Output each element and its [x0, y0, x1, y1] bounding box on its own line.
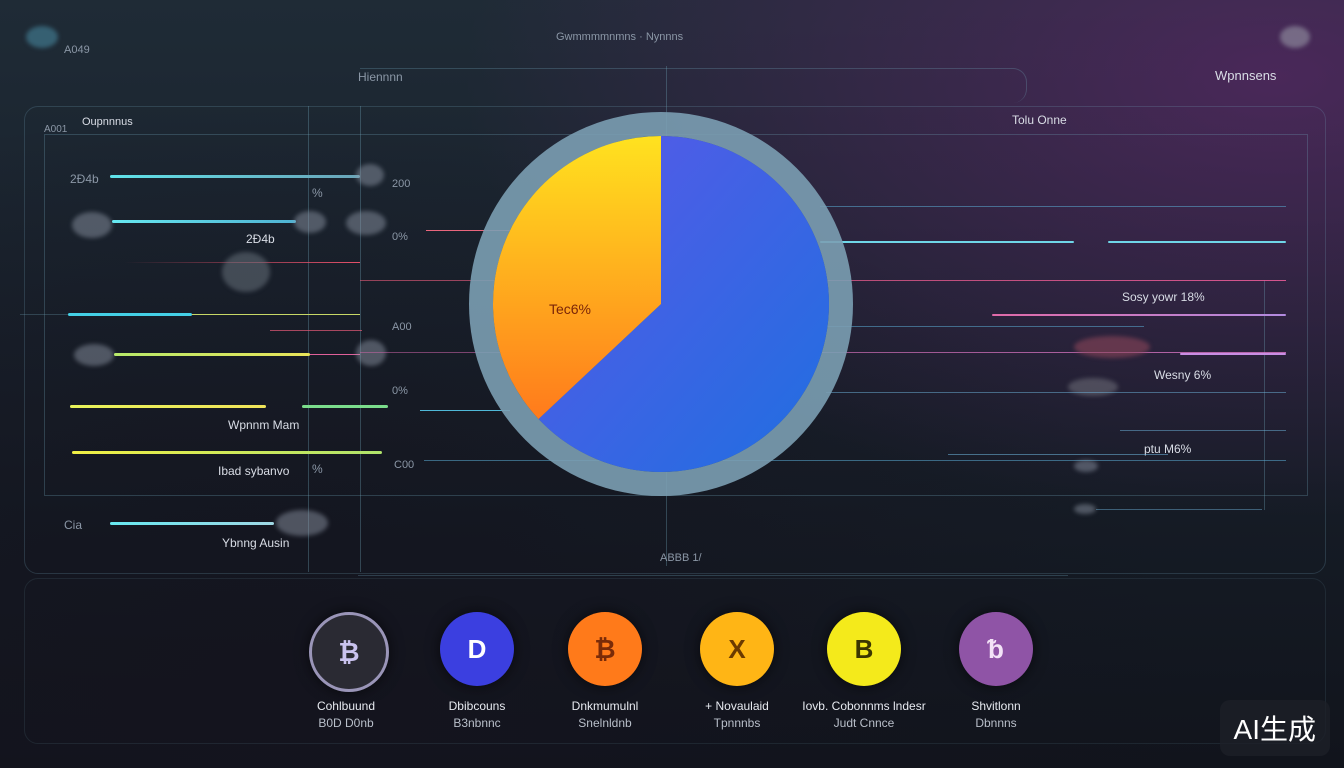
right-line-1	[820, 206, 1286, 207]
menu-icon[interactable]	[26, 26, 58, 48]
panel-right-title: Tolu Onne	[1012, 113, 1067, 127]
right-bar-4	[1180, 353, 1286, 355]
right-line-6	[1096, 509, 1262, 510]
row-label-6: Cia	[64, 518, 83, 532]
row-label-3: Wpnnm Mam	[228, 418, 300, 432]
header-connector	[360, 68, 1027, 103]
row-knob-3[interactable]	[222, 252, 270, 292]
right-label-3: ptu M6%	[1144, 442, 1192, 456]
coin-subtitle: Tpnnnbs	[713, 716, 761, 730]
coin-icon-3[interactable]: ₿	[568, 612, 642, 686]
header-top-left: A049	[64, 44, 90, 56]
right-line-5	[948, 454, 1168, 455]
row-bar-5	[114, 353, 310, 356]
panel-left-title: Oupnnnus	[82, 116, 133, 128]
row-knob-2a[interactable]	[72, 212, 112, 238]
axis-label-bottom: ABBB 1/	[660, 552, 702, 564]
row-bar-2	[112, 220, 296, 223]
right-label-1: Sosy yowr 18%	[1122, 290, 1205, 304]
row-line-5b	[310, 354, 360, 355]
right-knob-3[interactable]	[1074, 460, 1098, 472]
right-knob-2[interactable]	[1068, 378, 1118, 396]
coin-icon-1[interactable]: ₿	[309, 612, 389, 692]
row-knob-5b[interactable]	[356, 340, 386, 366]
watermark-label: AI生成	[1219, 700, 1330, 756]
axis-label-1: 200	[392, 178, 411, 190]
row-pct-2: %	[312, 462, 323, 476]
right-knob-1[interactable]	[1074, 336, 1150, 358]
coin-name: Dnkmumulnl	[571, 699, 639, 713]
pie-slice-1	[538, 136, 829, 473]
right-bar-2	[1108, 241, 1286, 243]
row-label-1: 2Ð4b	[70, 172, 99, 186]
grid-vline-4	[1264, 280, 1265, 510]
row-bar-6b	[302, 405, 388, 408]
pie-slice-label: Tec6%	[549, 301, 591, 317]
footer-panel	[24, 578, 1326, 744]
grid-vline-1	[308, 106, 309, 572]
right-knob-4[interactable]	[1074, 504, 1096, 514]
mid-line-5	[424, 460, 1286, 461]
coin-name: Cohlbuund	[316, 699, 376, 713]
coin-name: Dbibcouns	[448, 699, 506, 713]
coin-icon-5[interactable]: B	[827, 612, 901, 686]
coin-name: Shvitlonn	[971, 699, 1021, 713]
row-knob-2b[interactable]	[294, 211, 326, 233]
right-label-2: Wesny 6%	[1154, 368, 1212, 382]
coin-subtitle: B3nbnnc	[453, 716, 501, 730]
mid-line-1	[426, 230, 510, 231]
row-label-5: Ybnng Ausin	[222, 536, 290, 550]
row-line-4b	[192, 314, 360, 315]
coin-name: + Novaulaid	[705, 699, 769, 713]
grid-hline-bottom	[358, 575, 1068, 576]
row-knob-1[interactable]	[356, 164, 384, 186]
right-line-4	[1120, 430, 1286, 431]
row-bar-7	[72, 451, 382, 454]
mid-line-4	[420, 410, 510, 411]
header-title: Gwmmmmnmns · Nynnns	[556, 31, 684, 43]
pie-slice-2	[493, 136, 661, 420]
row-bar-6	[70, 405, 266, 408]
right-line-2	[826, 326, 1144, 327]
row-knob-5a[interactable]	[74, 344, 114, 366]
coin-subtitle: Judt Cnnce	[833, 716, 895, 730]
axis-label-2: 0%	[392, 231, 408, 243]
coin-name: Iovb. Cobonnms lndesr	[802, 699, 926, 713]
row-pct-1: %	[312, 186, 323, 200]
row-label-4: Ibad sybanvo	[218, 464, 290, 478]
coin-label-1: Cohlbuund B0D D0nb	[271, 698, 421, 732]
axis-label-3: A00	[392, 321, 412, 333]
coin-label-5: Iovb. Cobonnms lndesr Judt Cnnce	[789, 698, 939, 732]
right-bar-3	[992, 314, 1286, 316]
axis-label-5: C00	[394, 459, 415, 471]
coin-subtitle: Snelnldnb	[578, 716, 632, 730]
coin-subtitle: Dbnnns	[975, 716, 1017, 730]
row-knob-8[interactable]	[276, 510, 328, 536]
row-bar-1	[110, 175, 360, 178]
main-panel	[24, 106, 1326, 574]
row-bar-4	[68, 313, 192, 316]
right-bar-1	[820, 241, 1074, 243]
coin-icon-6[interactable]: ᵬ	[959, 612, 1033, 686]
coin-icon-4[interactable]: X	[700, 612, 774, 686]
coin-label-4: + Novaulaid Tpnnnbs	[662, 698, 812, 732]
panel-left-prefix: A001	[44, 124, 68, 135]
row-line-4c	[270, 330, 362, 331]
coin-label-6: Shvitlonn Dbnnns	[921, 698, 1071, 732]
header-right-label: Wpnnsens	[1215, 68, 1277, 83]
grid-vline-2	[360, 106, 361, 572]
coin-label-2: Dbibcouns B3nbnnc	[402, 698, 552, 732]
axis-label-4: 0%	[392, 385, 408, 397]
right-line-3	[826, 392, 1286, 393]
settings-icon[interactable]	[1280, 26, 1310, 48]
coin-icon-2[interactable]: D	[440, 612, 514, 686]
coin-subtitle: B0D D0nb	[318, 716, 374, 730]
coin-label-3: Dnkmumulnl Snelnldnb	[530, 698, 680, 732]
row-knob-2c[interactable]	[346, 211, 386, 235]
row-label-2: 2Ð4b	[246, 232, 275, 246]
row-bar-8	[110, 522, 274, 525]
